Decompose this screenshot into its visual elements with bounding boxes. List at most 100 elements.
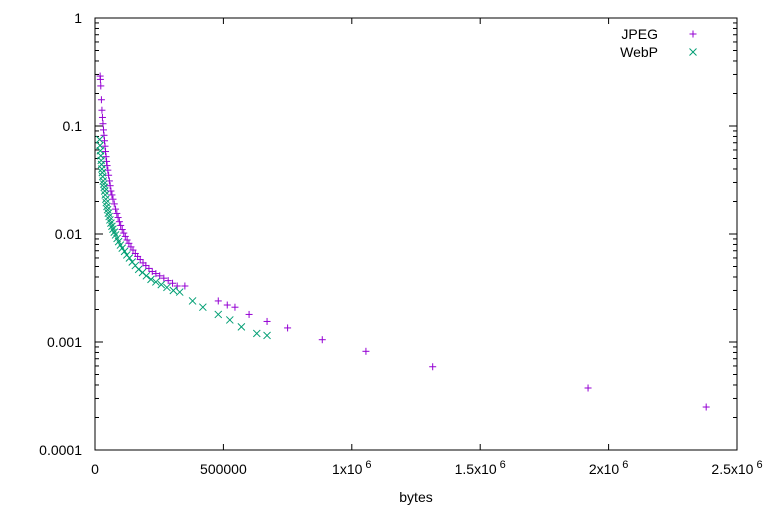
jpeg-point [121,232,129,240]
x-tick-label: 2.5x10 6 [711,459,762,477]
jpeg-point [105,171,113,179]
webp-point [263,331,271,340]
x-tick-label-base: 500000 [200,461,247,477]
jpeg-point [245,310,253,318]
x-tick-label: 500000 [200,461,247,477]
webp-point [214,310,223,319]
legend-marker-webp [689,48,697,56]
jpeg-point [152,270,160,278]
jpeg-point [702,403,710,411]
jpeg-point [97,82,105,90]
webp-point [175,288,184,296]
y-tick-label: 0.001 [47,334,82,350]
webp-point [147,275,155,284]
jpeg-point [145,264,153,272]
jpeg-point [106,182,114,190]
jpeg-point [156,272,164,280]
jpeg-point [120,229,128,237]
webp-point [163,283,171,292]
jpeg-point [284,324,292,332]
jpeg-point [108,191,116,199]
jpeg-point [112,205,120,213]
jpeg-point [115,218,123,226]
jpeg-point [429,363,437,371]
jpeg-point [148,267,156,275]
webp-point [225,316,234,324]
axis-ticks [94,17,738,451]
x-tick-label: 0 [91,461,99,477]
y-tick-label: 0.01 [55,226,82,242]
jpeg-point [102,153,110,161]
jpeg-point [231,303,239,311]
x-tick-label-exponent: 6 [756,459,762,471]
x-tick-label-base: 2x10 [589,461,620,477]
jpeg-point [101,137,109,145]
y-tick-label: 0.0001 [39,442,82,458]
jpeg-point [114,214,122,222]
legend: JPEG WebP [620,26,697,60]
webp-point [108,222,116,231]
webp-point [188,297,197,305]
webp-point [99,180,108,188]
jpeg-point [223,301,231,309]
jpeg-point [98,106,106,114]
axis-tick-labels: 0 500000 1x10 6 1.5x10 6 2x10 6 2.5x10 610.10.010… [39,10,762,477]
jpeg-point [118,226,126,234]
jpeg-point [113,209,121,217]
x-tick-label-exponent: 6 [622,459,628,471]
webp-point [142,271,151,280]
x-tick-label-base: 1x10 [332,461,363,477]
jpeg-point [123,236,131,244]
plot-area-frame [94,17,738,451]
jpeg-point [169,279,177,287]
jpeg-point [98,113,106,121]
jpeg-point [181,282,189,290]
jpeg-point [101,142,109,150]
jpeg-point [110,200,118,208]
legend-marker-jpeg [689,30,697,38]
y-tick-label: 1 [74,10,82,26]
jpeg-point [318,336,326,344]
webp-point [134,265,143,274]
x-tick-label: 1x10 6 [332,459,371,477]
jpeg-point [100,131,108,139]
y-tick-label: 0.1 [63,118,83,134]
jpeg-point [117,221,125,229]
x-tick-label: 1.5x10 6 [455,459,506,477]
jpeg-point [97,96,105,104]
jpeg-point [107,187,115,195]
jpeg-point [102,148,110,156]
webp-point [157,280,166,289]
webp-point [103,202,111,211]
webp-point [98,165,106,173]
jpeg-point [142,262,150,270]
jpeg-point [160,274,168,282]
webp-point [169,286,178,295]
legend-label-webp: WebP [620,44,658,60]
data-points [95,72,710,411]
jpeg-point [96,75,104,83]
x-tick-label: 2x10 6 [589,459,628,477]
webp-point [99,177,108,185]
x-tick-label-base: 2.5x10 [711,461,753,477]
x-tick-label-exponent: 6 [365,459,371,471]
x-tick-label-exponent: 6 [500,459,506,471]
x-axis-label: bytes [399,489,432,505]
jpeg-point [125,239,133,247]
jpeg-point [263,317,271,325]
webp-point [120,247,129,256]
legend-label-jpeg: JPEG [621,26,658,42]
jpeg-point [99,120,107,128]
webp-point [118,244,127,252]
jpeg-point [214,297,222,305]
jpeg-point [584,384,592,392]
series-jpeg [96,72,710,411]
jpeg-point [104,166,112,174]
webp-point [95,135,104,144]
jpeg-point [109,195,117,203]
jpeg-point [173,282,181,290]
jpeg-point [362,347,370,355]
x-tick-label-base: 0 [91,461,99,477]
series-webp [95,135,271,340]
